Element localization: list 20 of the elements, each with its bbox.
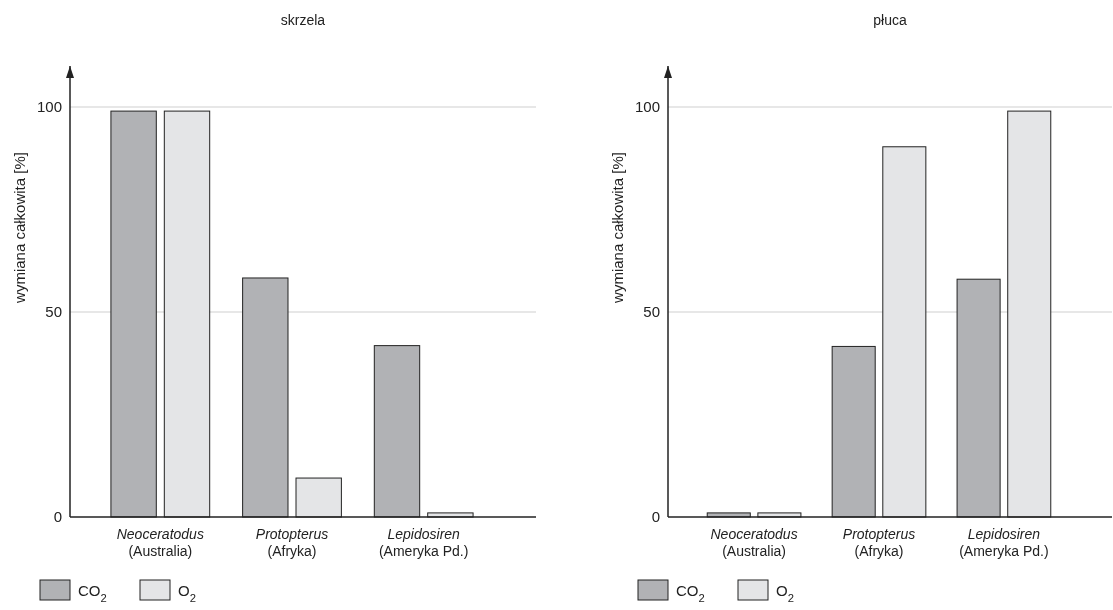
legend-label: CO$_{2}$	[78, 582, 107, 604]
x-tick-label: Neoceratodus (Australia)	[710, 526, 798, 559]
y-axis-title: wymiana całkowita [%]	[11, 152, 28, 304]
x-tick-label: Neoceratodus (Australia)	[116, 526, 204, 559]
legend-label: O$_{2}$	[178, 582, 196, 604]
y-tick-label: 100	[36, 98, 62, 116]
x-tick-label: Lepidosiren (Ameryka Pd.)	[959, 526, 1049, 559]
y-axis-title: wymiana całkowita [%]	[609, 152, 626, 304]
x-tick-label: Protopterus (Afryka)	[255, 526, 329, 559]
chart-title: płuca	[873, 12, 907, 28]
y-tick-label: 0	[53, 508, 62, 526]
x-tick-label: Protopterus (Afryka)	[842, 526, 916, 559]
chart-title: skrzela	[280, 12, 326, 28]
legend-label: O$_{2}$	[776, 582, 794, 604]
legend-label: CO$_{2}$	[676, 582, 705, 604]
y-tick-label: 100	[634, 98, 660, 116]
y-tick-label: 50	[643, 303, 660, 321]
x-tick-label: Lepidosiren (Ameryka Pd.)	[378, 526, 469, 559]
y-tick-label: 0	[651, 508, 660, 526]
y-tick-label: 50	[45, 303, 62, 321]
